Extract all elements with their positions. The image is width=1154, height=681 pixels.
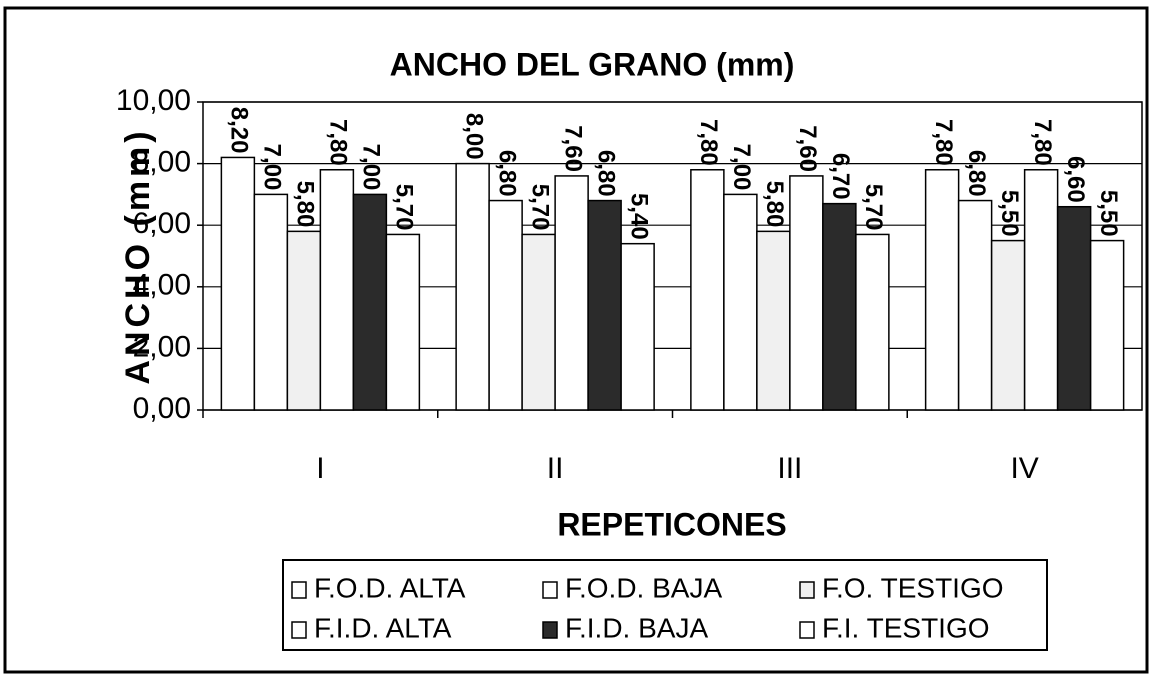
bar [1089, 239, 1125, 411]
value-label: 6,80 [493, 150, 520, 197]
value-label: 6,60 [1062, 156, 1089, 203]
bar [385, 233, 421, 411]
y-tick-label: 2,00 [133, 330, 191, 363]
value-label: 5,80 [292, 181, 319, 228]
value-label: 6,80 [963, 150, 990, 197]
value-label: 5,70 [526, 184, 553, 231]
y-tick-label: 10,00 [116, 84, 191, 117]
bar [587, 199, 622, 411]
x-axis-title: REPETICONES [557, 506, 786, 542]
x-tick-label: IV [1010, 452, 1038, 485]
legend-box [282, 559, 1048, 651]
value-label: 8,20 [226, 107, 253, 154]
y-tick-label: 4,00 [133, 269, 191, 302]
bar [286, 230, 322, 411]
y-axis-title: ANCHO (mm) [119, 127, 157, 384]
legend-swatch [799, 581, 815, 599]
bar [554, 175, 589, 411]
bar [690, 169, 725, 411]
legend-swatch [799, 621, 815, 639]
value-label: 8,00 [460, 113, 487, 160]
legend-swatch [542, 581, 558, 599]
value-label: 7,80 [1029, 119, 1056, 166]
bar [253, 193, 289, 411]
legend-label: F.I.D. ALTA [314, 612, 452, 643]
value-label: 7,00 [728, 144, 755, 191]
legend-swatch [291, 621, 307, 639]
bar [1023, 169, 1059, 411]
legend-swatch [291, 581, 307, 599]
bar [488, 199, 523, 411]
bar [455, 162, 490, 411]
value-label: 5,70 [860, 184, 887, 231]
x-tick-label: I [316, 452, 324, 485]
bar [855, 233, 890, 411]
bar [620, 242, 655, 411]
value-label: 7,80 [325, 119, 352, 166]
bar [957, 199, 993, 411]
value-label: 7,00 [259, 144, 286, 191]
bar [319, 169, 355, 411]
bar [723, 193, 758, 411]
value-label: 5,40 [625, 193, 652, 240]
value-label: 7,80 [930, 119, 957, 166]
value-label: 7,60 [794, 125, 821, 172]
bar [1056, 205, 1092, 411]
y-tick-label: 8,00 [133, 146, 191, 179]
bar [990, 239, 1026, 411]
x-tick-label: III [777, 452, 802, 485]
bar [756, 230, 791, 411]
bar [352, 193, 388, 411]
value-label: 5,70 [391, 184, 418, 231]
value-label: 7,80 [695, 119, 722, 166]
legend-swatch [542, 621, 558, 639]
bar [521, 233, 556, 411]
x-tick-label: II [547, 452, 564, 485]
legend-label: F.O.D. BAJA [565, 572, 722, 603]
value-label: 7,00 [358, 144, 385, 191]
value-label: 5,50 [1095, 190, 1122, 237]
y-tick-label: 0,00 [133, 392, 191, 425]
chart-title: ANCHO DEL GRANO (mm) [390, 46, 795, 82]
value-label: 7,60 [559, 125, 586, 172]
bar [220, 156, 256, 411]
legend-label: F.O.D. ALTA [314, 572, 466, 603]
legend-label: F.O. TESTIGO [822, 572, 1004, 603]
value-label: 6,70 [827, 153, 854, 200]
value-label: 6,80 [592, 150, 619, 197]
legend-label: F.I. TESTIGO [822, 612, 990, 643]
bar [789, 175, 824, 411]
legend-label: F.I.D. BAJA [565, 612, 708, 643]
bar [822, 202, 857, 411]
value-label: 5,50 [996, 190, 1023, 237]
bar [924, 169, 960, 411]
value-label: 5,80 [761, 181, 788, 228]
y-tick-label: 6,00 [133, 207, 191, 240]
